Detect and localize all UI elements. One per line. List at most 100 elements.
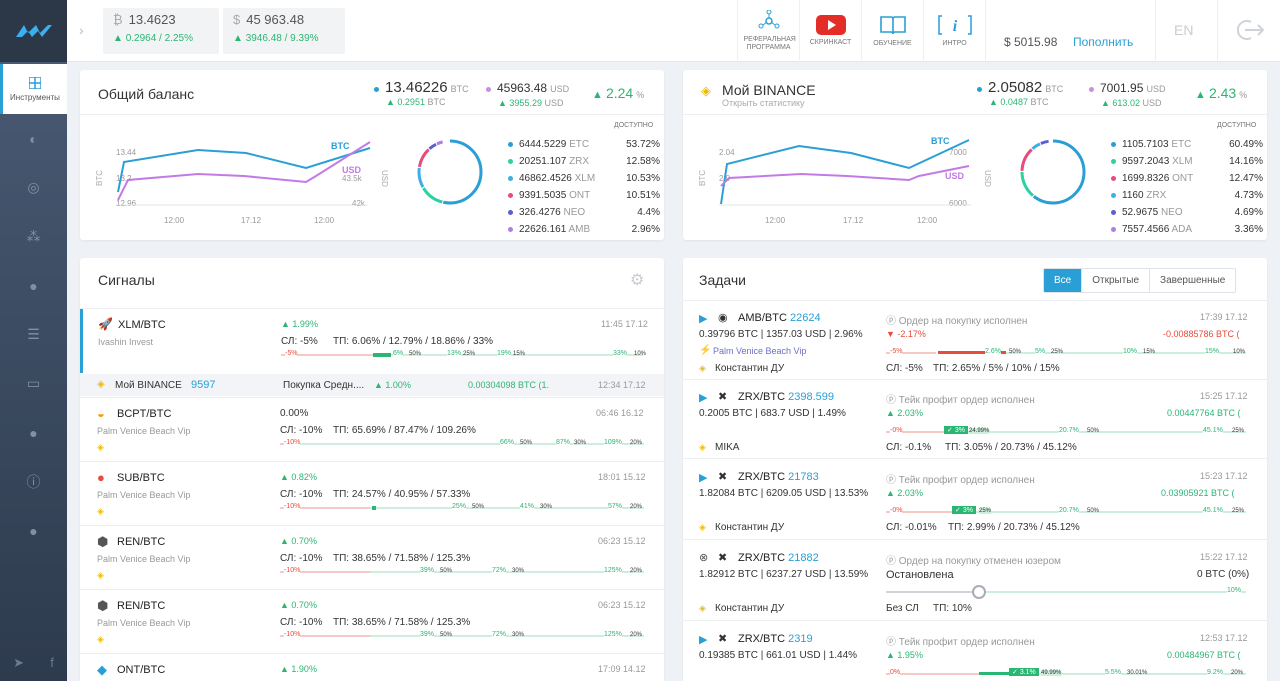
list-item: 6444.5229 ETC 53.72% (508, 139, 660, 153)
training-button[interactable]: ОБУЧЕНИЕ (861, 0, 923, 62)
sidebar-item-coins[interactable]: ◐ (0, 114, 67, 163)
coin-icon: ◒ (97, 406, 105, 421)
screencast-button[interactable]: СКРИНКАСТ (799, 0, 861, 62)
list-item: 1105.7103 ETC 60.49% (1111, 139, 1263, 153)
task-row[interactable]: ▶ ◉ AMB/BTC 22624 0.39796 BTC | 1357.03 … (699, 312, 1248, 374)
card-title: Задачи (699, 272, 747, 288)
network-icon (758, 10, 779, 29)
tab-completed[interactable]: Завершенные (1150, 269, 1236, 292)
card-icon: ▭ (26, 375, 41, 391)
signal-row[interactable]: ◆ ONT/BTC ▲ 1.90% 17:09 14.12 (97, 662, 646, 677)
task-row[interactable]: ▶ ✖ ZRX/BTC 2398.599 0.2005 BTC | 683.7 … (699, 391, 1248, 453)
sidebar-item-globe[interactable]: ● (0, 261, 67, 310)
play-icon: ▶ (699, 392, 708, 404)
zrx-icon: ✖ (718, 633, 728, 645)
btc-ticker: ₿ 13.4623 ▲ 0.2964 / 2.25% (103, 8, 219, 54)
list-item: 9597.2043 XLM 14.16% (1111, 156, 1263, 170)
binance-icon: ◈ (97, 506, 104, 516)
signal-row[interactable]: ⬢ REN/BTC Palm Venice Beach Vip ◈ ▲ 0.70… (97, 598, 646, 644)
sidebar-item-info[interactable]: ⓘ (0, 457, 67, 506)
svg-text:BTC: BTC (95, 170, 104, 186)
referral-button[interactable]: РЕФЕРАЛЬНАЯ ПРОГРАММА (737, 0, 799, 62)
zrx-icon: ✖ (718, 552, 728, 564)
list-item: 46862.4526 XLM 10.53% (508, 173, 660, 187)
binance-icon: ◈ (97, 570, 104, 580)
chevron-right-icon[interactable]: › (79, 22, 84, 38)
binance-icon: ◈ (97, 442, 104, 452)
play-icon: ▶ (699, 313, 708, 325)
svg-text:7000: 7000 (949, 148, 967, 157)
list-item: 7557.4566 ADA 3.36% (1111, 224, 1263, 238)
binance-icon: ◈ (699, 603, 706, 613)
list-item: 20251.107 ZRX 12.58% (508, 156, 660, 170)
svg-text:BTC: BTC (931, 136, 950, 146)
sidebar-item-network[interactable]: ⁂ (0, 212, 67, 261)
svg-text:BTC: BTC (698, 170, 707, 186)
account-balance: $ 5015.98 (1004, 35, 1058, 49)
total-percent: ▲ 2.24 % (592, 85, 645, 101)
card-title: Общий баланс (98, 86, 195, 102)
task-row[interactable]: ▶ ✖ ZRX/BTC 21783 1.82084 BTC | 6209.05 … (699, 471, 1248, 533)
usd-ticker: $45 963.48 ▲ 3946.48 / 9.39% (223, 8, 345, 54)
grid-icon (29, 76, 41, 89)
signal-row[interactable]: ● SUB/BTC Palm Venice Beach Vip ◈ ▲ 0.82… (97, 470, 646, 516)
facebook-icon[interactable]: f (50, 655, 54, 670)
binance-icon: ◈ (699, 522, 706, 532)
open-stats-link[interactable]: Открыть статистику (722, 98, 805, 108)
task-row[interactable]: ▶ ✖ ZRX/BTC 2319 0.19385 BTC | 661.01 US… (699, 633, 1248, 676)
card-title: Мой BINANCE (722, 82, 816, 98)
svg-text:42k: 42k (352, 199, 366, 208)
logo[interactable] (0, 0, 67, 62)
card-title: Сигналы (98, 272, 155, 288)
list-item: 1160 ZRX 4.73% (1111, 190, 1263, 204)
svg-text:13.44: 13.44 (116, 148, 137, 157)
total-usd: 45963.48 USD ▲ 3955.29 USD (486, 81, 569, 108)
signal-row[interactable]: 🚀 XLM/BTC Ivashin Invest ▲ 1.99% 11:45 1… (80, 309, 664, 373)
signals-card: Сигналы ⚙ 🚀 XLM/BTC Ivashin Invest ▲ 1.9… (80, 258, 664, 681)
signal-row[interactable]: ◒ BCPT/BTC Palm Venice Beach Vip ◈ 0.00%… (97, 406, 644, 452)
sidebar-item-tools[interactable]: Инструменты (0, 64, 67, 114)
list-item: 52.9675 NEO 4.69% (1111, 207, 1263, 221)
tab-open[interactable]: Открытые (1082, 269, 1151, 292)
play-icon: ▶ (699, 472, 708, 484)
settings-icon[interactable]: ⚙ (630, 272, 645, 289)
sidebar-item-card[interactable]: ▭ (0, 359, 67, 408)
refill-link[interactable]: Пополнить (1073, 35, 1134, 49)
binance-balance-chart: BTC USD 2.04 2.0 7000 6000 BTC USD 12:00… (698, 136, 992, 225)
binance-icon: ◈ (97, 379, 105, 390)
sidebar: Инструменты ◐ ◎ ⁂ ● ☰ ▭ ● ⓘ ● ➤ f (0, 0, 67, 681)
globe-icon: ● (29, 277, 38, 294)
sidebar-item-chat[interactable]: ● (0, 408, 67, 457)
zrx-icon: ✖ (718, 471, 728, 483)
svg-text:USD: USD (983, 170, 992, 187)
signal-subrow[interactable]: ◈ Мой BINANCE 9597 Покупка Средн.... ▲ 1… (80, 374, 664, 396)
sidebar-item-list[interactable]: ☰ (0, 310, 67, 359)
zrx-icon: ✖ (718, 391, 728, 403)
list-item: 22626.161 AMB 2.96% (508, 224, 660, 238)
total-btc: 13.46226 BTC ▲ 0.2951 BTC (374, 79, 469, 107)
telegram-icon[interactable]: ➤ (13, 655, 25, 670)
play-icon: ▶ (699, 634, 708, 646)
network-icon: ⁂ (26, 228, 41, 244)
info-icon: i (937, 15, 972, 35)
signal-row[interactable]: ⬢ REN/BTC Palm Venice Beach Vip ◈ ▲ 0.70… (97, 534, 646, 580)
intro-label: ИНТРО (942, 40, 967, 47)
slider-handle[interactable] (972, 585, 986, 599)
usd-change: 3946.48 / 9.39% (245, 33, 319, 44)
intro-button[interactable]: i ИНТРО (923, 0, 985, 62)
svg-text:6000: 6000 (949, 199, 967, 208)
sidebar-item-user[interactable]: ● (0, 506, 67, 555)
total-balance-card: Общий баланс 13.46226 BTC ▲ 0.2951 BTC 4… (80, 70, 664, 240)
sidebar-item-signals[interactable]: ◎ (0, 163, 67, 212)
cube-icon: ⬢ (97, 534, 109, 549)
chat-icon: ● (29, 424, 38, 441)
logout-icon[interactable] (1235, 18, 1265, 45)
task-row[interactable]: ⊗ ✖ ZRX/BTC 21882 1.82912 BTC | 6237.27 … (699, 552, 1250, 614)
language-switch[interactable]: EN (1174, 22, 1194, 38)
info-icon: ⓘ (26, 473, 41, 490)
binance-percent: ▲ 2.43 % (1195, 85, 1248, 101)
available-label: ДОСТУПНО (614, 122, 654, 129)
sidebar-item-label: Инструменты (10, 92, 60, 102)
tab-all[interactable]: Все (1044, 269, 1083, 292)
list-item: 9391.5035 ONT 10.51% (508, 190, 660, 204)
